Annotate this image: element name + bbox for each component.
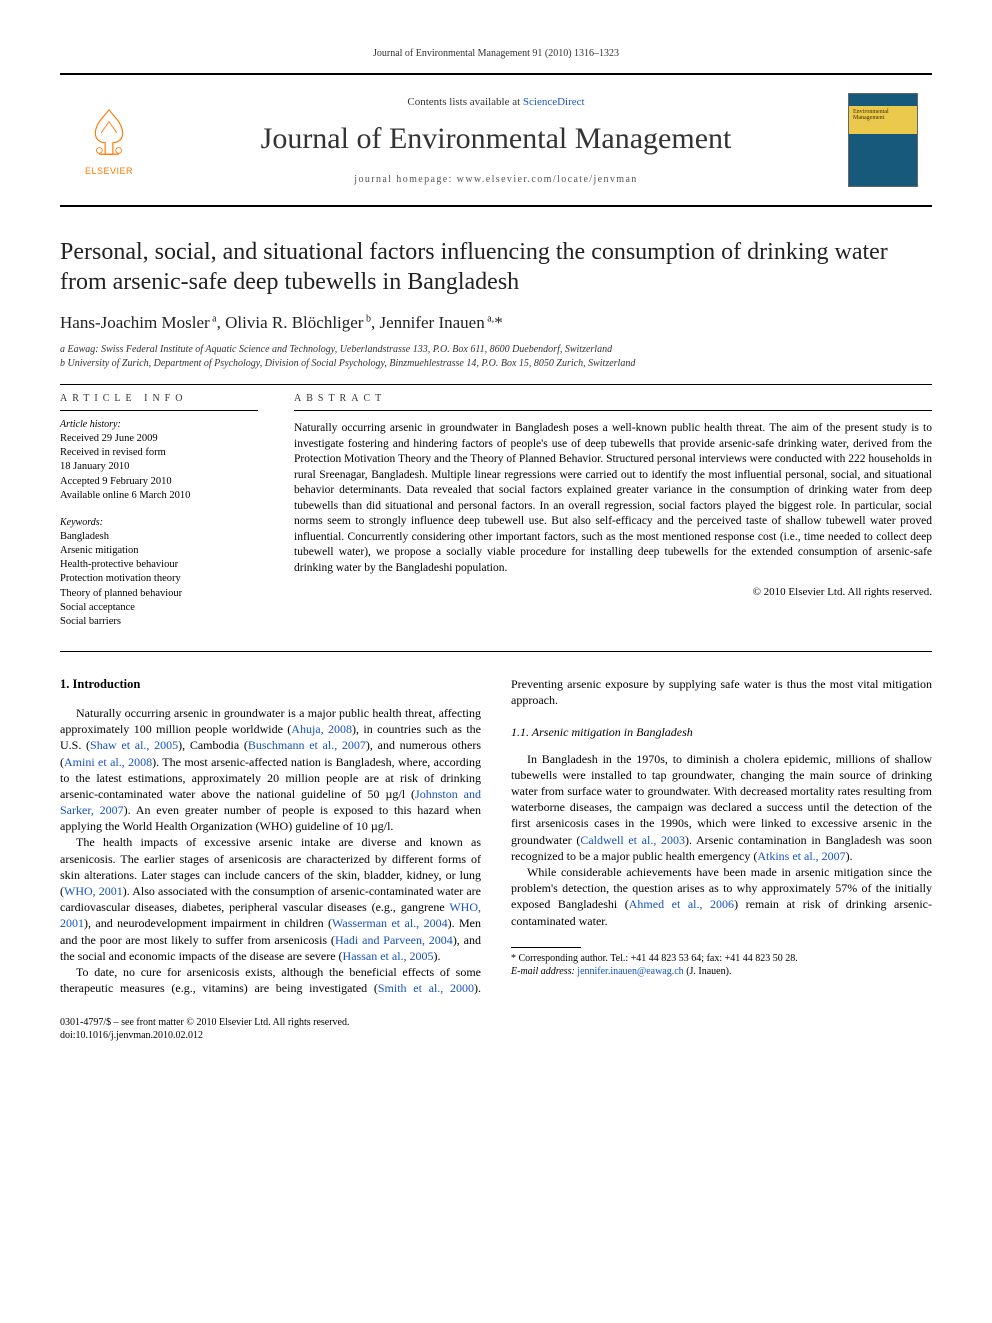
keyword: Health-protective behaviour	[60, 558, 258, 572]
paragraph: The health impacts of excessive arsenic …	[60, 834, 481, 964]
rule-below-abstract	[60, 651, 932, 652]
corr-star: *	[494, 313, 503, 332]
authors: Hans-Joachim Mosler a, Olivia R. Blöchli…	[60, 313, 932, 333]
citation-link[interactable]: Caldwell et al., 2003	[580, 833, 685, 847]
paragraph: In Bangladesh in the 1970s, to diminish …	[511, 751, 932, 864]
page-footer: 0301-4797/$ – see front matter © 2010 El…	[60, 1016, 932, 1042]
citation-link[interactable]: Atkins et al., 2007	[757, 849, 845, 863]
keywords-block: Keywords: Bangladesh Arsenic mitigation …	[60, 517, 258, 629]
keyword: Social barriers	[60, 615, 258, 629]
keywords-label: Keywords:	[60, 517, 258, 528]
text-run: ), Cambodia (	[178, 738, 248, 752]
keywords-list: Bangladesh Arsenic mitigation Health-pro…	[60, 530, 258, 629]
abstract-column: ABSTRACT Naturally occurring arsenic in …	[294, 385, 932, 629]
banner-center: Contents lists available at ScienceDirec…	[144, 96, 848, 185]
author-1: Hans-Joachim Mosler	[60, 313, 210, 332]
article-history-label: Article history:	[60, 419, 258, 430]
citation-link[interactable]: Shaw et al., 2005	[90, 738, 178, 752]
journal-cover-thumbnail: Environmental Management	[848, 93, 918, 187]
keyword: Bangladesh	[60, 530, 258, 544]
history-line: Available online 6 March 2010	[60, 489, 258, 503]
text-run: ).	[434, 949, 441, 963]
paragraph: Naturally occurring arsenic in groundwat…	[60, 705, 481, 835]
history-line: 18 January 2010	[60, 460, 258, 474]
rule-abstract	[294, 410, 932, 411]
journal-name: Journal of Environmental Management	[144, 122, 848, 156]
author-2-aff: b	[363, 313, 371, 324]
section-heading-intro: 1. Introduction	[60, 676, 481, 693]
author-1-aff: a	[210, 313, 217, 324]
publisher-wordmark: ELSEVIER	[85, 166, 133, 176]
paragraph: While considerable achievements have bee…	[511, 864, 932, 929]
journal-homepage-line: journal homepage: www.elsevier.com/locat…	[144, 174, 848, 185]
text-run: ). An even greater number of people is e…	[60, 803, 481, 833]
subsection-heading: 1.1. Arsenic mitigation in Bangladesh	[511, 724, 932, 740]
citation-link[interactable]: Wasserman et al., 2004	[332, 916, 448, 930]
cover-title-text: Environmental Management	[853, 109, 917, 121]
citation-link[interactable]: Ahmed et al., 2006	[629, 897, 734, 911]
history-line: Received 29 June 2009	[60, 432, 258, 446]
citation-link[interactable]: Hassan et al., 2005	[343, 949, 434, 963]
article-info-heading: ARTICLE INFO	[60, 385, 258, 410]
abstract-text: Naturally occurring arsenic in groundwat…	[294, 421, 932, 576]
running-header: Journal of Environmental Management 91 (…	[60, 48, 932, 59]
corr-email-suffix: (J. Inauen).	[684, 966, 732, 977]
affiliation-a: a Eawag: Swiss Federal Institute of Aqua…	[60, 343, 932, 357]
keyword: Protection motivation theory	[60, 572, 258, 586]
citation-link[interactable]: Amini et al., 2008	[64, 755, 152, 769]
corresponding-author-block: * Corresponding author. Tel.: +41 44 823…	[511, 947, 932, 978]
text-run: ).	[846, 849, 853, 863]
corr-line-1: * Corresponding author. Tel.: +41 44 823…	[511, 952, 932, 965]
citation-link[interactable]: Hadi and Parveen, 2004	[335, 933, 453, 947]
citation-link[interactable]: Buschmann et al., 2007	[248, 738, 366, 752]
page: Journal of Environmental Management 91 (…	[0, 0, 992, 1082]
text-run: ). Also associated with the consumption …	[60, 884, 481, 914]
author-2: Olivia R. Blöchliger	[225, 313, 363, 332]
body-text: 1. Introduction Naturally occurring arse…	[60, 676, 932, 996]
email-label: E-mail address:	[511, 966, 577, 977]
info-abstract-row: ARTICLE INFO Article history: Received 2…	[60, 385, 932, 629]
citation-link[interactable]: WHO, 2001	[64, 884, 123, 898]
contents-prefix: Contents lists available at	[407, 96, 522, 108]
keyword: Social acceptance	[60, 601, 258, 615]
homepage-prefix: journal homepage:	[354, 174, 456, 185]
abstract-copyright: © 2010 Elsevier Ltd. All rights reserved…	[294, 586, 932, 598]
rule-below-banner	[60, 205, 932, 207]
text-run: ), and neurodevelopment impairment in ch…	[84, 916, 332, 930]
corr-email-line: E-mail address: jennifer.inauen@eawag.ch…	[511, 965, 932, 978]
history-line: Received in revised form	[60, 446, 258, 460]
article-info-column: ARTICLE INFO Article history: Received 2…	[60, 385, 258, 629]
citation-link[interactable]: Smith et al., 2000	[378, 981, 474, 995]
journal-homepage-link[interactable]: www.elsevier.com/locate/jenvman	[457, 174, 638, 185]
article-history: Received 29 June 2009 Received in revise…	[60, 432, 258, 503]
footer-doi: doi:10.1016/j.jenvman.2010.02.012	[60, 1029, 932, 1042]
sciencedirect-link[interactable]: ScienceDirect	[523, 96, 585, 108]
journal-banner: ELSEVIER Contents lists available at Sci…	[60, 75, 932, 205]
corr-rule	[511, 947, 581, 948]
footer-issn: 0301-4797/$ – see front matter © 2010 El…	[60, 1016, 932, 1029]
author-3-aff: a,	[485, 313, 494, 324]
affiliations: a Eawag: Swiss Federal Institute of Aqua…	[60, 343, 932, 370]
keyword: Theory of planned behaviour	[60, 587, 258, 601]
citation-link[interactable]: Ahuja, 2008	[291, 722, 352, 736]
keyword: Arsenic mitigation	[60, 544, 258, 558]
abstract-heading: ABSTRACT	[294, 385, 932, 410]
article-title: Personal, social, and situational factor…	[60, 237, 932, 297]
affiliation-b: b University of Zurich, Department of Ps…	[60, 357, 932, 371]
author-3: Jennifer Inauen	[379, 313, 484, 332]
corr-email-link[interactable]: jennifer.inauen@eawag.ch	[577, 966, 683, 977]
rule-info	[60, 410, 258, 411]
publisher-logo: ELSEVIER	[74, 104, 144, 176]
contents-lists-line: Contents lists available at ScienceDirec…	[144, 96, 848, 108]
history-line: Accepted 9 February 2010	[60, 475, 258, 489]
elsevier-tree-icon	[80, 104, 138, 162]
